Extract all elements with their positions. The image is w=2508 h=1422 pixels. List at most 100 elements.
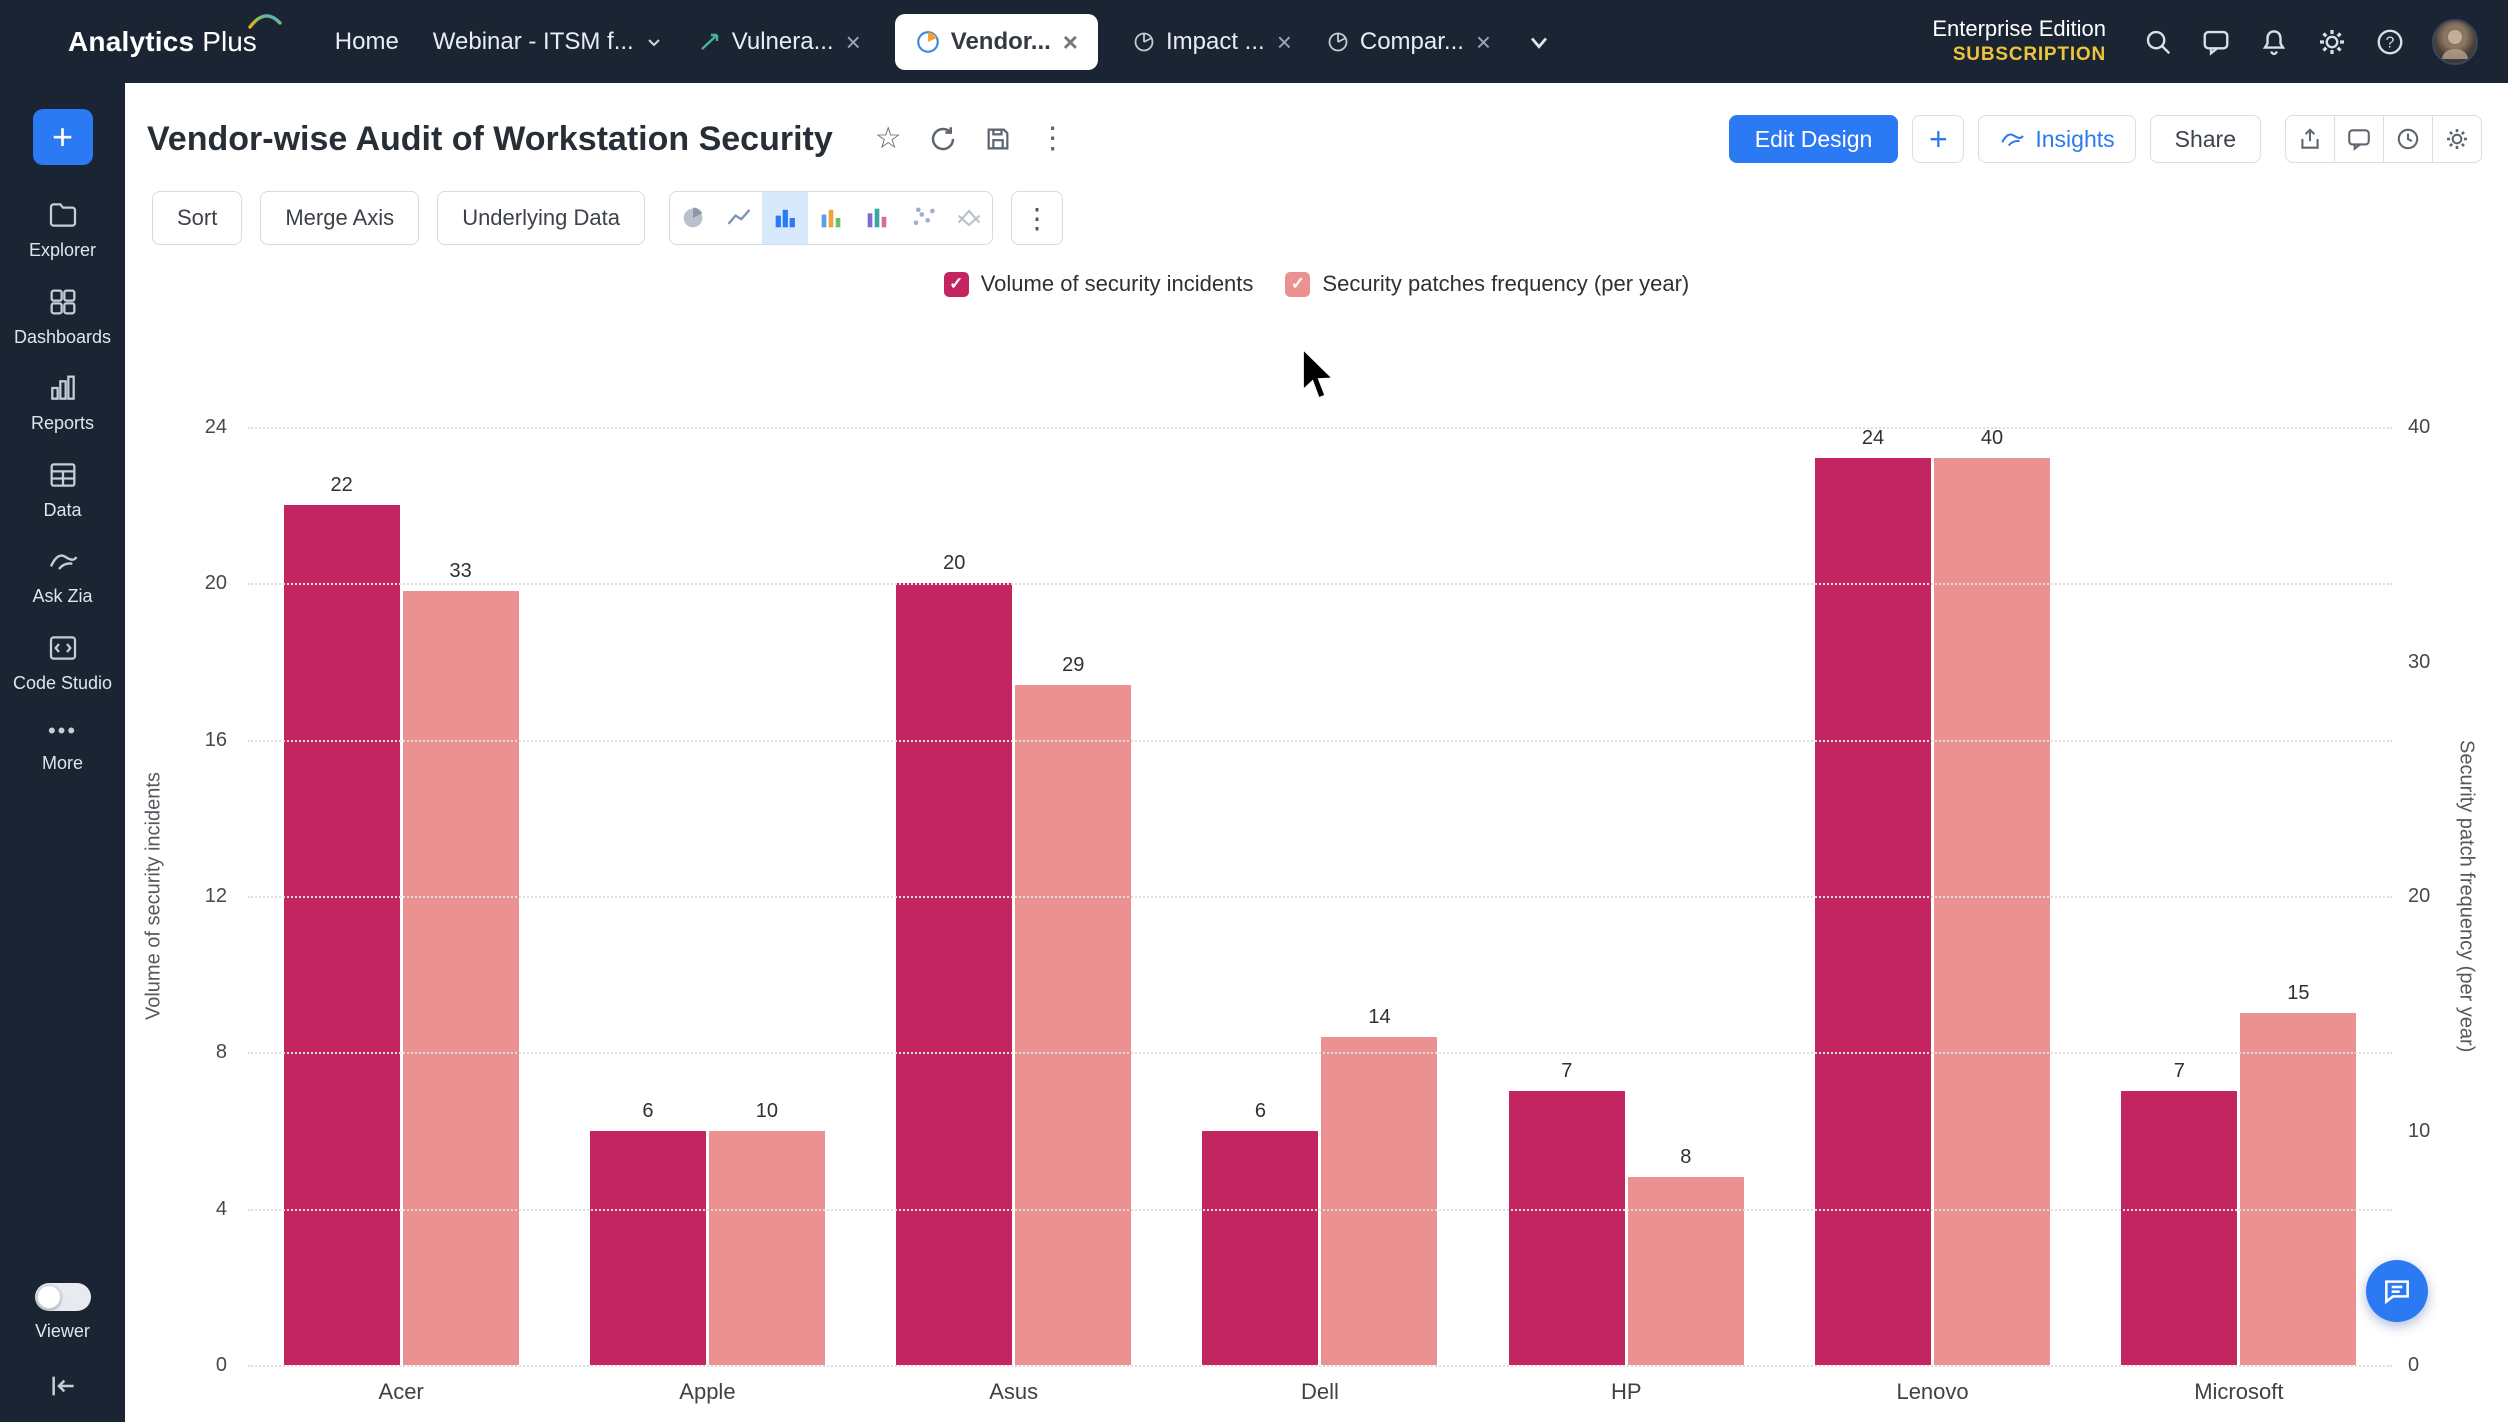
gridline xyxy=(248,1365,2392,1367)
category-label: Asus xyxy=(989,1379,1039,1404)
table-icon xyxy=(47,459,79,491)
favorite-star-icon[interactable]: ☆ xyxy=(874,122,902,155)
settings-gear-icon[interactable] xyxy=(2316,26,2348,58)
add-report-button[interactable]: + xyxy=(1912,115,1965,163)
edit-design-button[interactable]: Edit Design xyxy=(1728,115,1899,163)
more-dots-icon: ••• xyxy=(47,718,78,743)
left-axis-title: Volume of security incidents xyxy=(142,772,165,1020)
legend-item-patches[interactable]: ✓ Security patches frequency (per year) xyxy=(1285,271,1689,297)
topbar-right-controls: Enterprise Edition SUBSCRIPTION ? xyxy=(1932,15,2478,68)
bar[interactable] xyxy=(708,1130,825,1365)
sidebar-item-explorer[interactable]: Explorer xyxy=(0,199,125,262)
export-icon[interactable] xyxy=(2285,115,2335,163)
legend-checkbox-checked[interactable]: ✓ xyxy=(1285,271,1311,297)
left-sidebar: + Explorer Dashboards Reports Data Ask Z… xyxy=(0,83,125,1422)
app-logo: Analytics Plus xyxy=(68,13,282,58)
close-icon[interactable]: × xyxy=(845,26,861,57)
sidebar-item-label: Explorer xyxy=(28,240,97,260)
sidebar-item-data[interactable]: Data xyxy=(0,459,125,522)
legend-checkbox-checked[interactable]: ✓ xyxy=(943,271,969,297)
tab-vendor-active[interactable]: Vendor... × xyxy=(894,13,1098,70)
chart-plot-area: 22 33 Acer 6 10 Apple 20 29 Asus 6 14 Dell 7 8 HP 24 40 L… xyxy=(248,427,2392,1404)
legend-item-incidents[interactable]: ✓ Volume of security incidents xyxy=(943,271,1253,297)
bar-wrap: 10 xyxy=(708,427,825,1365)
tab-webinar-itsm[interactable]: Webinar - ITSM f... xyxy=(433,28,664,56)
sidebar-item-reports[interactable]: Reports xyxy=(0,372,125,435)
bar[interactable] xyxy=(1015,684,1132,1365)
search-icon[interactable] xyxy=(2142,26,2174,58)
merge-axis-button[interactable]: Merge Axis xyxy=(260,191,420,245)
chevron-down-icon xyxy=(644,32,664,52)
bar[interactable] xyxy=(1934,458,2051,1365)
bar-groups: 22 33 Acer 6 10 Apple 20 29 Asus 6 14 Dell 7 8 HP 24 40 L… xyxy=(248,427,2392,1404)
close-icon[interactable]: × xyxy=(1276,26,1292,57)
tab-vulnerability[interactable]: Vulnera... × xyxy=(698,28,861,56)
left-axis-tick-label: 16 xyxy=(204,728,227,751)
comment-icon[interactable] xyxy=(2334,115,2384,163)
bar[interactable] xyxy=(1627,1177,1744,1365)
report-settings-gear-icon[interactable] xyxy=(2432,115,2482,163)
line-chart-type-icon[interactable] xyxy=(716,192,762,244)
bar[interactable] xyxy=(589,1130,706,1365)
scatter-chart-type-icon[interactable] xyxy=(900,192,946,244)
web-chart-type-icon[interactable] xyxy=(946,192,992,244)
bar[interactable] xyxy=(1321,1036,1438,1365)
tab-label: Vendor... xyxy=(950,27,1051,55)
right-axis-tick-label: 20 xyxy=(2408,885,2431,907)
bar[interactable] xyxy=(1815,458,1932,1365)
bar[interactable] xyxy=(896,583,1013,1365)
insights-button[interactable]: Insights xyxy=(1978,115,2136,163)
column-chart-type-icon-selected[interactable] xyxy=(761,192,808,244)
notifications-bell-icon[interactable] xyxy=(2258,26,2290,58)
bar[interactable] xyxy=(283,505,400,1365)
chat-assistant-button[interactable] xyxy=(2366,1260,2428,1322)
bar-wrap: 24 xyxy=(1815,427,1932,1365)
refresh-icon[interactable] xyxy=(928,124,958,154)
tabs-overflow-button[interactable] xyxy=(1525,28,1553,56)
bar-group-asus: 20 29 Asus xyxy=(896,427,1132,1404)
bar-chart-icon xyxy=(47,372,79,404)
sidebar-item-ask-zia[interactable]: Ask Zia xyxy=(0,545,125,608)
bar[interactable] xyxy=(1202,1130,1319,1365)
right-axis-tick-label: 30 xyxy=(2408,650,2431,673)
underlying-data-button[interactable]: Underlying Data xyxy=(437,191,645,245)
sidebar-item-dashboards[interactable]: Dashboards xyxy=(0,286,125,349)
sidebar-item-label: Ask Zia xyxy=(32,586,93,606)
tab-home[interactable]: Home xyxy=(335,28,399,56)
history-clock-icon[interactable] xyxy=(2383,115,2433,163)
stacked-bar-chart-type-icon[interactable] xyxy=(854,192,900,244)
close-icon[interactable]: × xyxy=(1475,26,1492,57)
sidebar-item-code-studio[interactable]: Code Studio xyxy=(0,632,125,695)
sidebar-item-more[interactable]: ••• More xyxy=(0,718,125,775)
tab-compare[interactable]: Compar... × xyxy=(1326,28,1491,56)
sort-button[interactable]: Sort xyxy=(152,191,243,245)
right-axis-tick-label: 10 xyxy=(2408,1119,2431,1142)
more-chart-types-kebab[interactable]: ⋮ xyxy=(1010,191,1063,245)
feedback-icon[interactable] xyxy=(2200,26,2232,58)
pie-chart-icon xyxy=(915,29,941,55)
svg-text:?: ? xyxy=(2386,34,2395,51)
close-icon[interactable]: × xyxy=(1062,26,1078,57)
bar[interactable] xyxy=(2240,1013,2357,1365)
bar[interactable] xyxy=(2121,1091,2238,1365)
pie-chart-type-icon[interactable] xyxy=(670,192,716,244)
bar[interactable] xyxy=(1508,1091,1625,1365)
subscription-label: SUBSCRIPTION xyxy=(1952,44,2106,66)
help-icon[interactable]: ? xyxy=(2374,26,2406,58)
bar[interactable] xyxy=(402,591,519,1365)
edition-label: Enterprise Edition xyxy=(1932,15,2106,41)
save-icon[interactable] xyxy=(984,125,1012,153)
grouped-bar-chart-type-icon[interactable] xyxy=(808,192,854,244)
create-new-button[interactable]: + xyxy=(32,109,93,165)
bar-value-label: 40 xyxy=(1980,427,2004,449)
viewer-toggle[interactable] xyxy=(34,1283,91,1311)
collapse-sidebar-icon[interactable] xyxy=(47,1370,79,1402)
share-button[interactable]: Share xyxy=(2149,115,2261,163)
user-avatar[interactable] xyxy=(2432,18,2478,65)
logo-analytics: Analytics xyxy=(68,25,195,57)
tab-impact[interactable]: Impact ... × xyxy=(1132,28,1292,56)
left-axis-tick-label: 24 xyxy=(204,416,227,438)
report-header: Vendor-wise Audit of Workstation Securit… xyxy=(147,115,2482,163)
kebab-menu-icon[interactable]: ⋮ xyxy=(1037,122,1068,155)
bar-wrap: 22 xyxy=(283,427,400,1365)
